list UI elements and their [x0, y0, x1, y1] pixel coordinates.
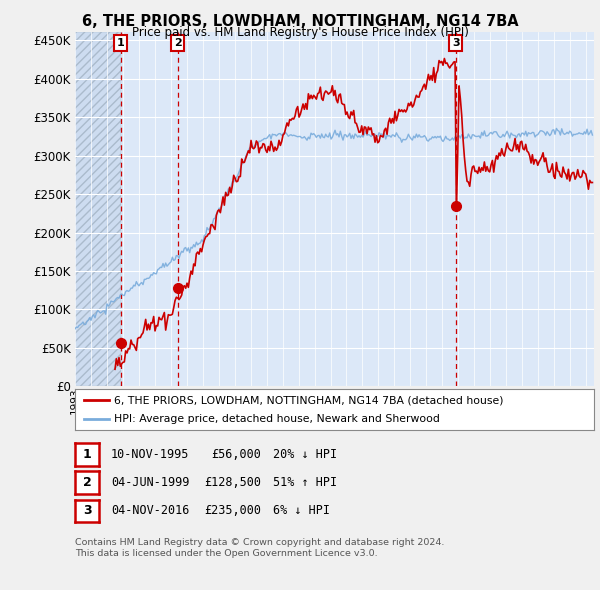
Text: 2: 2 [174, 38, 182, 48]
Text: 6, THE PRIORS, LOWDHAM, NOTTINGHAM, NG14 7BA (detached house): 6, THE PRIORS, LOWDHAM, NOTTINGHAM, NG14… [114, 395, 503, 405]
Text: £128,500: £128,500 [204, 476, 261, 489]
Text: 3: 3 [83, 504, 91, 517]
Text: 04-NOV-2016: 04-NOV-2016 [111, 504, 190, 517]
Text: 2: 2 [83, 476, 91, 489]
Text: £56,000: £56,000 [211, 448, 261, 461]
Bar [75, 32, 121, 386]
Text: 6, THE PRIORS, LOWDHAM, NOTTINGHAM, NG14 7BA: 6, THE PRIORS, LOWDHAM, NOTTINGHAM, NG14… [82, 14, 518, 28]
Text: This data is licensed under the Open Government Licence v3.0.: This data is licensed under the Open Gov… [75, 549, 377, 558]
Text: 1: 1 [117, 38, 125, 48]
Text: Price paid vs. HM Land Registry's House Price Index (HPI): Price paid vs. HM Land Registry's House … [131, 26, 469, 39]
Text: 1: 1 [83, 448, 91, 461]
Text: HPI: Average price, detached house, Newark and Sherwood: HPI: Average price, detached house, Newa… [114, 414, 440, 424]
Text: 51% ↑ HPI: 51% ↑ HPI [273, 476, 337, 489]
Text: 04-JUN-1999: 04-JUN-1999 [111, 476, 190, 489]
Text: 6% ↓ HPI: 6% ↓ HPI [273, 504, 330, 517]
Text: Contains HM Land Registry data © Crown copyright and database right 2024.: Contains HM Land Registry data © Crown c… [75, 538, 445, 547]
Text: 20% ↓ HPI: 20% ↓ HPI [273, 448, 337, 461]
Bar [75, 32, 121, 386]
Text: 10-NOV-1995: 10-NOV-1995 [111, 448, 190, 461]
Text: 3: 3 [452, 38, 460, 48]
Text: £235,000: £235,000 [204, 504, 261, 517]
